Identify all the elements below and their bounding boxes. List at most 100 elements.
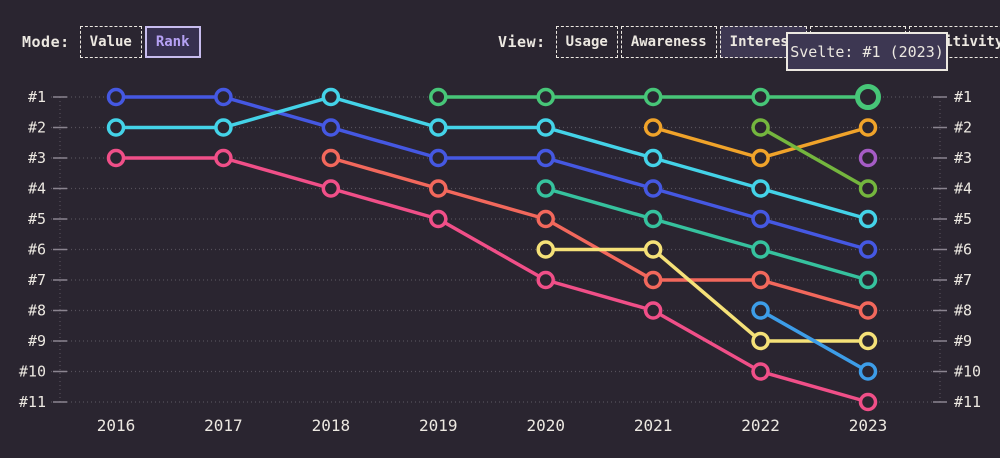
data-point-Svelte[interactable]	[429, 87, 448, 107]
data-point-sky[interactable]	[858, 362, 878, 381]
data-point-purple[interactable]	[858, 148, 878, 168]
mode-button-rank[interactable]: Rank	[144, 26, 201, 58]
data-point-orange[interactable]	[751, 148, 770, 168]
rank-label-left: #7	[28, 271, 46, 289]
year-label: 2022	[741, 416, 780, 435]
rank-label-left: #2	[28, 119, 46, 137]
data-point-orange[interactable]	[643, 118, 663, 137]
series-line-teal	[543, 186, 655, 221]
rank-label-right: #7	[954, 271, 972, 289]
data-point-coral[interactable]	[429, 179, 448, 198]
series-line-cyan	[329, 95, 441, 130]
rank-label-left: #11	[19, 393, 46, 411]
series-line-magenta	[543, 278, 655, 313]
data-point-coral[interactable]	[751, 270, 770, 290]
mode-label: Mode:	[22, 33, 70, 51]
data-point-magenta[interactable]	[106, 148, 126, 168]
view-button-usage[interactable]: Usage	[555, 26, 618, 58]
data-point-cyan[interactable]	[321, 87, 341, 107]
data-point-magenta[interactable]	[858, 392, 878, 412]
data-point-cyan[interactable]	[643, 148, 663, 168]
series-line-lime	[758, 125, 870, 191]
data-point-cyan[interactable]	[214, 118, 233, 137]
data-point-cyan[interactable]	[429, 118, 448, 137]
data-point-coral[interactable]	[643, 270, 663, 290]
year-label: 2020	[526, 416, 565, 435]
tooltip-text: Svelte: #1 (2023)	[790, 42, 944, 61]
data-point-teal[interactable]	[858, 270, 878, 290]
series-line-cyan	[543, 125, 655, 160]
rank-label-left: #1	[28, 88, 46, 106]
data-point-magenta[interactable]	[536, 270, 555, 290]
data-point-magenta[interactable]	[214, 148, 233, 168]
data-point-blue[interactable]	[751, 209, 770, 229]
data-point-magenta[interactable]	[643, 301, 663, 320]
data-point-Svelte[interactable]	[536, 87, 555, 107]
mode-switcher: Mode: Value Rank	[22, 26, 204, 58]
rank-label-right: #2	[954, 119, 972, 137]
rank-label-right: #3	[954, 149, 972, 167]
mode-button-value[interactable]: Value	[79, 26, 142, 58]
series-line-blue	[543, 156, 655, 191]
data-point-blue[interactable]	[321, 118, 341, 137]
series-line-magenta	[436, 217, 548, 282]
data-point-teal[interactable]	[643, 209, 663, 229]
series-line-orange	[758, 125, 870, 160]
data-point-lime[interactable]	[858, 179, 878, 198]
data-point-yellow[interactable]	[536, 240, 555, 259]
data-point-yellow[interactable]	[858, 331, 878, 351]
rank-label-left: #5	[28, 210, 46, 228]
rank-label-left: #6	[28, 241, 46, 259]
year-label: 2021	[634, 416, 673, 435]
data-point-cyan[interactable]	[536, 118, 555, 137]
rank-label-right: #9	[954, 332, 972, 350]
rank-label-right: #10	[954, 363, 981, 381]
rank-label-right: #1	[954, 88, 972, 106]
series-line-blue	[758, 217, 870, 252]
data-point-blue[interactable]	[106, 87, 126, 107]
series-line-yellow	[651, 247, 763, 343]
data-point-coral[interactable]	[321, 148, 341, 168]
rank-label-right: #4	[954, 180, 972, 198]
data-point-cyan[interactable]	[858, 209, 878, 229]
data-point-orange[interactable]	[858, 118, 878, 137]
year-label: 2016	[97, 416, 136, 435]
data-point-magenta[interactable]	[751, 362, 770, 381]
rank-label-left: #10	[19, 363, 46, 381]
data-point-highlighted-Svelte[interactable]	[855, 84, 881, 110]
data-point-coral[interactable]	[536, 209, 555, 229]
series-line-coral	[758, 278, 870, 313]
data-point-Svelte[interactable]	[643, 87, 663, 107]
series-line-magenta	[758, 369, 870, 404]
data-point-Svelte[interactable]	[751, 87, 770, 107]
data-point-blue[interactable]	[858, 240, 878, 259]
data-point-coral[interactable]	[858, 301, 878, 320]
rank-label-right: #8	[954, 302, 972, 320]
data-point-magenta[interactable]	[321, 179, 341, 198]
data-point-teal[interactable]	[751, 240, 770, 259]
data-point-sky[interactable]	[751, 301, 770, 320]
series-line-magenta	[329, 186, 441, 221]
rank-label-left: #4	[28, 180, 46, 198]
data-point-cyan[interactable]	[106, 118, 126, 137]
rank-label-right: #6	[954, 241, 972, 259]
data-point-blue[interactable]	[429, 148, 448, 168]
series-line-cyan	[758, 186, 870, 221]
series-line-coral	[436, 186, 548, 221]
view-button-awareness[interactable]: Awareness	[620, 26, 717, 58]
data-point-yellow[interactable]	[751, 331, 770, 351]
series-line-orange	[651, 125, 763, 160]
year-label: 2018	[312, 416, 351, 435]
data-point-teal[interactable]	[536, 179, 555, 198]
data-point-lime[interactable]	[751, 118, 770, 137]
series-line-sky	[758, 308, 870, 374]
series-line-blue	[329, 125, 441, 160]
data-point-blue[interactable]	[643, 179, 663, 198]
data-point-yellow[interactable]	[643, 240, 663, 259]
data-point-blue[interactable]	[214, 87, 233, 107]
data-point-magenta[interactable]	[429, 209, 448, 229]
data-point-blue[interactable]	[536, 148, 555, 168]
tooltip: Svelte: #1 (2023)	[786, 32, 948, 71]
data-point-cyan[interactable]	[751, 179, 770, 198]
